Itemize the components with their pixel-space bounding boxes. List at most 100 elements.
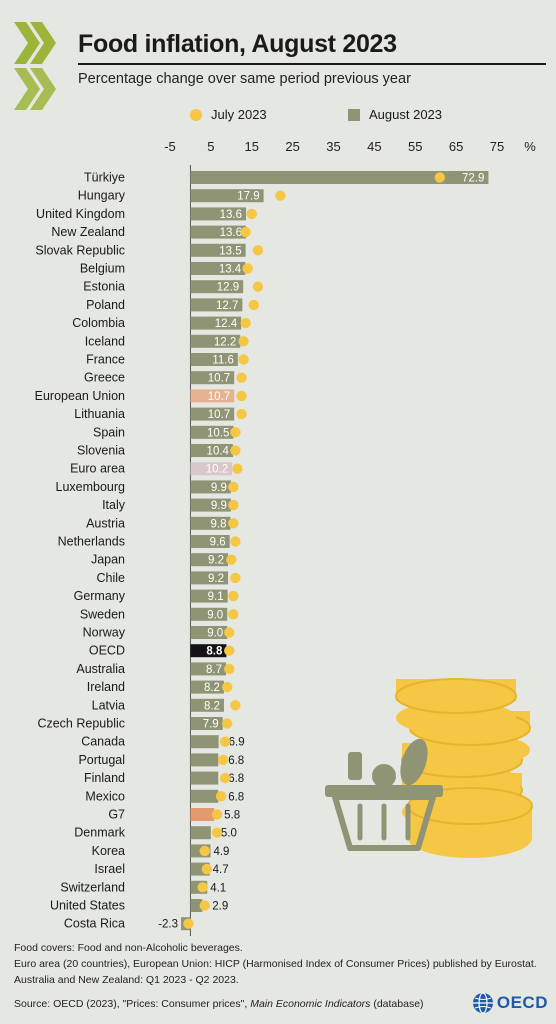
data-label: 72.9: [462, 173, 484, 185]
category-label: Australia: [76, 662, 125, 676]
data-label: 7.9: [203, 719, 219, 731]
bar: [190, 789, 219, 803]
data-label: 9.8: [210, 518, 226, 530]
category-label: Czech Republic: [37, 717, 125, 731]
chart-row: Japan 9.2: [91, 553, 237, 567]
chart-row: Korea 4.9: [92, 844, 230, 858]
july-dot: [238, 336, 249, 347]
bar: [190, 607, 228, 621]
chart-row: Belgium 13.4: [80, 262, 253, 276]
chart-row: Austria 9.8: [86, 516, 239, 530]
july-dot: [199, 900, 210, 911]
data-label: 9.0: [207, 609, 223, 621]
bar: [190, 498, 231, 512]
x-tick-label: 15: [245, 139, 259, 154]
data-label: 12.7: [216, 300, 238, 312]
july-dot: [228, 481, 239, 493]
data-label: 6.8: [228, 773, 244, 785]
category-label: Austria: [86, 516, 125, 530]
bar: [190, 407, 235, 421]
category-label: Costa Rica: [64, 917, 125, 931]
bar: [190, 662, 226, 676]
chart-row: Norway 9.0: [83, 626, 235, 640]
category-label: Sweden: [80, 607, 125, 621]
bar: [190, 316, 242, 330]
category-label: Portugal: [78, 753, 125, 767]
chart-row: Chile 9.2: [97, 571, 241, 585]
july-dot: [236, 390, 247, 402]
bar: [190, 389, 235, 403]
july-dot: [230, 427, 241, 438]
x-axis: -5 5 15 25 35 45 55 65 75%: [164, 139, 536, 936]
chart-row: Netherlands 9.6: [58, 535, 241, 549]
bar: [190, 207, 247, 221]
bar: [190, 535, 230, 548]
category-label: Canada: [81, 735, 125, 749]
bar: [190, 680, 224, 694]
bar: [190, 334, 241, 348]
chart-row: Germany 9.1: [74, 589, 239, 603]
chart-row: United Kingdom 13.6: [36, 207, 257, 221]
data-label: 10.7: [208, 373, 230, 385]
category-label: Luxembourg: [56, 480, 126, 494]
page-title: Food inflation, August 2023: [78, 30, 397, 58]
july-dot: [228, 590, 239, 602]
july-dot: [219, 736, 231, 747]
data-label: 10.5: [207, 427, 229, 439]
category-label: European Union: [35, 389, 125, 403]
data-label: 9.9: [211, 482, 227, 494]
july-dot: [197, 882, 208, 893]
data-label: 9.2: [208, 573, 224, 585]
chart-row: New Zealand 13.6: [51, 225, 251, 239]
chart-legend: July 2023 August 2023: [0, 105, 556, 125]
chart-notes: Food covers: Food and non-Alcoholic beve…: [14, 940, 537, 988]
category-label: Switzerland: [60, 880, 125, 894]
july-dot: [242, 263, 253, 274]
bar: [190, 644, 227, 658]
chart-row: Sweden 9.0: [80, 607, 239, 621]
source-database-name: Main Economic Indicators: [250, 998, 371, 1010]
july-dot: [230, 572, 241, 584]
chart-row: Colombia 12.4: [72, 316, 251, 330]
note-line: Australia and New Zealand: Q1 2023 - Q2 …: [14, 974, 239, 986]
category-label: Mexico: [85, 789, 125, 803]
data-label: 5.8: [224, 810, 240, 822]
bar: [190, 753, 219, 767]
category-label: United Kingdom: [36, 207, 125, 221]
category-label: Korea: [92, 844, 125, 858]
category-label: France: [86, 353, 125, 367]
bar: [190, 171, 489, 184]
july-dot: [232, 463, 243, 474]
bar: [190, 225, 247, 239]
legend-item-august: August 2023: [348, 107, 442, 122]
category-label: Belgium: [80, 262, 125, 276]
chart-row: Lithuania 10.7: [74, 407, 247, 421]
data-label: 12.9: [217, 282, 239, 294]
data-label: 6.9: [229, 737, 245, 749]
july-dot: [222, 681, 233, 693]
july-dot: [228, 609, 239, 620]
chart-row: Denmark 5.0: [74, 826, 237, 840]
data-label: 4.7: [213, 864, 229, 876]
bread-icon: [400, 738, 428, 786]
chart-row: Estonia 12.9: [83, 280, 264, 294]
chart-row: Australia 8.7: [76, 662, 235, 676]
july-dot: [199, 845, 210, 857]
category-label: Israel: [94, 862, 125, 876]
july-dot: [183, 918, 194, 929]
coins-and-basket-illustration: [325, 678, 533, 858]
july-dot: [211, 809, 223, 820]
july-dot: [236, 372, 247, 383]
data-label: 8.7: [206, 664, 222, 676]
category-label: Türkiye: [84, 171, 125, 185]
category-label: Slovenia: [77, 444, 125, 458]
bar: [190, 480, 231, 494]
oecd-globe-icon: [472, 992, 493, 1014]
july-dot: [246, 208, 257, 220]
bar: [190, 262, 246, 275]
oecd-brand: OECD: [472, 992, 548, 1014]
data-label: 8.2: [204, 700, 220, 712]
x-tick-label: 65: [449, 139, 463, 154]
data-label: 10.7: [208, 409, 230, 421]
source-note: Source: OECD (2023), "Prices: Consumer p…: [14, 998, 424, 1010]
